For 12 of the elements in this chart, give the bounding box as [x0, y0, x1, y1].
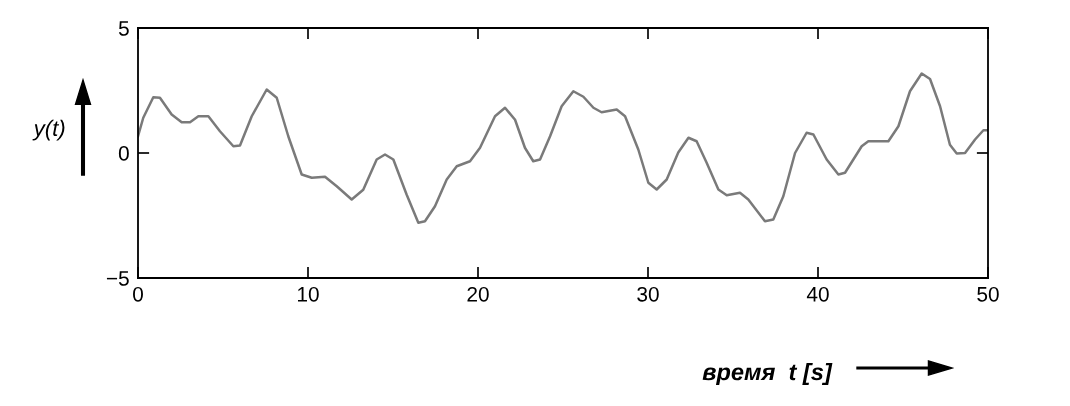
x-tick-label: 0: [133, 286, 143, 302]
x-axis-title: время t [s]: [702, 363, 833, 386]
x-tick-label: 30: [637, 286, 659, 302]
y-tick-label: 0: [118, 146, 129, 161]
y-tick-label: 5: [118, 21, 129, 36]
y-tick-label: −5: [106, 271, 129, 286]
x-tick-label: 20: [467, 286, 489, 302]
x-tick-label: 50: [977, 286, 999, 302]
x-tick-label: 40: [806, 286, 829, 302]
y-axis-title: y(t): [32, 119, 65, 141]
x-tick-label: 10: [298, 286, 319, 302]
line-series: [138, 72, 988, 224]
